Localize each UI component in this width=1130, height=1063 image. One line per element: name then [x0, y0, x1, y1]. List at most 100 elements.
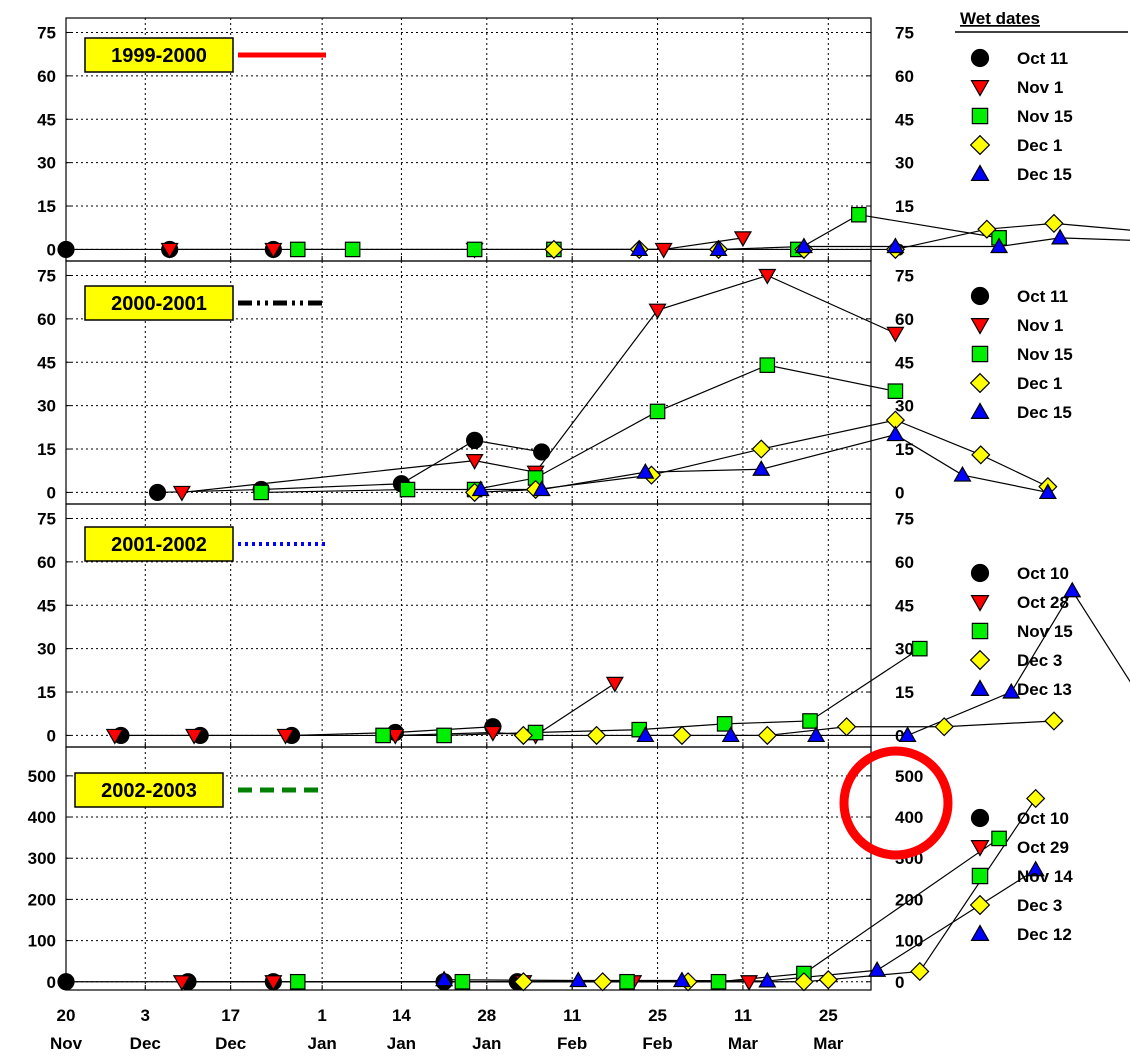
data-point-square — [454, 973, 471, 990]
data-point-square — [289, 241, 306, 258]
y-tick-label-left: 15 — [37, 197, 56, 216]
data-point-square — [716, 716, 733, 732]
data-point-triangle-down — [758, 268, 777, 285]
y-tick-label-left: 400 — [28, 808, 56, 827]
x-tick-label-month: Feb — [642, 1034, 672, 1053]
x-tick-label-day: 28 — [477, 1006, 496, 1025]
x-tick-label-day: 1 — [317, 1006, 326, 1025]
data-point-diamond — [513, 972, 534, 992]
data-point-square — [971, 622, 989, 640]
season-label-box — [84, 37, 234, 73]
y-tick-label-left: 0 — [47, 973, 56, 992]
x-tick-label-month: Dec — [215, 1034, 246, 1053]
data-point-diamond — [1044, 213, 1064, 234]
y-tick-label-left: 300 — [28, 849, 56, 868]
data-point-diamond — [969, 372, 991, 394]
season-label-box — [84, 285, 234, 321]
data-point-square — [991, 830, 1007, 847]
data-point-square — [759, 357, 776, 373]
data-point-triangle-down — [160, 242, 179, 259]
season-label: 2002-2003 — [101, 780, 197, 802]
legend-label: Dec 15 — [1017, 165, 1072, 184]
data-point-triangle-down — [465, 454, 484, 470]
y-tick-label-left: 60 — [37, 310, 56, 329]
data-point-triangle-down — [264, 242, 283, 259]
data-point-triangle-down — [733, 231, 752, 248]
data-point-triangle-down — [970, 595, 990, 612]
x-tick-label-month: Feb — [557, 1034, 587, 1053]
y-tick-label-right: 15 — [895, 683, 914, 702]
data-point-triangle-up — [532, 480, 551, 497]
data-point-triangle-up — [970, 924, 990, 941]
y-tick-label-left: 200 — [28, 890, 56, 909]
data-point-triangle-up — [898, 726, 917, 743]
legend-label: Nov 15 — [1017, 345, 1073, 364]
data-point-diamond — [751, 439, 771, 459]
data-point-square — [289, 973, 306, 990]
legend-label: Dec 1 — [1017, 374, 1062, 393]
data-point-circle — [970, 48, 990, 68]
y-tick-label-right: 45 — [895, 353, 914, 372]
series-line — [639, 237, 1130, 251]
data-point-diamond — [971, 445, 991, 465]
data-point-triangle-up — [721, 726, 740, 743]
chart-panels: 0 0 15 15 30 30 45 45 60 60 75 75 1999-2000 0 0 15 15 30 3… — [28, 17, 1130, 992]
data-point-diamond — [910, 961, 930, 982]
chart-legends: Wet dates Oct 11 Nov 1 Nov 15 Dec 1 Dec 15 Oc… — [955, 9, 1128, 944]
y-tick-label-left: 75 — [37, 509, 56, 528]
data-point-diamond — [593, 972, 613, 992]
data-point-triangle-up — [970, 402, 990, 419]
data-point-diamond — [672, 725, 692, 746]
y-tick-label-left: 30 — [37, 397, 56, 416]
y-tick-label-right: 45 — [895, 596, 914, 615]
data-point-diamond — [977, 219, 997, 239]
legend-title: Wet dates — [960, 9, 1040, 28]
y-tick-label-left: 60 — [37, 553, 56, 572]
panel-2000-2001: 0 0 15 15 30 30 45 45 60 60 75 75 2000-2001 — [37, 260, 1058, 505]
panel-1999-2000: 00151530304545606075751999-2000 — [37, 17, 1130, 262]
data-point-triangle-down — [172, 975, 191, 991]
data-point-triangle-up — [1063, 581, 1082, 598]
y-tick-label-right: 60 — [895, 67, 914, 86]
legend-label: Oct 11 — [1017, 49, 1068, 68]
y-tick-label-right: 75 — [895, 23, 914, 42]
data-point-triangle-down — [276, 728, 295, 745]
y-tick-label-right: 75 — [895, 509, 914, 528]
data-point-triangle-down — [605, 676, 624, 693]
data-point-triangle-up — [758, 971, 777, 988]
data-point-diamond — [513, 725, 534, 746]
data-point-triangle-up — [630, 240, 649, 257]
y-tick-label-right: 30 — [895, 640, 914, 659]
legend-label: Oct 10 — [1017, 809, 1069, 828]
y-tick-label-right: 15 — [895, 440, 914, 459]
x-tick-label-day: 25 — [648, 1006, 667, 1025]
data-point-square — [971, 345, 989, 363]
data-point-square — [253, 484, 269, 501]
data-point-triangle-up — [794, 237, 813, 254]
y-tick-label-right: 0 — [895, 973, 904, 992]
data-point-triangle-up — [569, 971, 588, 988]
y-tick-label-left: 45 — [37, 353, 56, 372]
y-tick-label-left: 45 — [37, 596, 56, 615]
y-tick-label-left: 0 — [47, 483, 56, 502]
data-point-triangle-up — [636, 462, 655, 479]
y-tick-label-right: 100 — [895, 932, 923, 951]
x-tick-label-month: Mar — [813, 1034, 844, 1053]
data-point-triangle-down — [648, 303, 667, 320]
y-tick-label-right: 400 — [895, 808, 923, 827]
series-line — [157, 439, 542, 494]
season-label: 2001-2002 — [111, 534, 207, 556]
data-point-triangle-up — [886, 425, 905, 442]
data-point-square — [375, 727, 391, 744]
y-tick-label-right: 30 — [895, 154, 914, 173]
y-tick-label-right: 500 — [895, 767, 923, 786]
y-tick-label-right: 0 — [895, 483, 904, 502]
legend-2001-2002: Oct 10 Oct 28 Nov 15 Dec 3 Dec 13 — [969, 563, 1073, 699]
data-point-square — [436, 727, 452, 744]
legend-label: Nov 1 — [1017, 78, 1063, 97]
data-point-triangle-up — [970, 679, 990, 696]
data-point-diamond — [969, 649, 991, 671]
data-point-triangle-up — [953, 465, 972, 482]
data-point-triangle-down — [483, 725, 502, 742]
